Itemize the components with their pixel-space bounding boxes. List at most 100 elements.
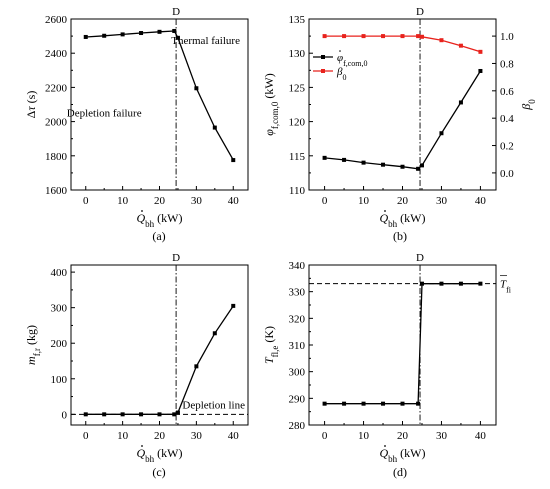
y-right-tick-label: 0.2 [500, 141, 514, 153]
x-tick-label: 40 [228, 430, 240, 442]
data-point [120, 412, 125, 417]
x-tick-label: 10 [117, 195, 129, 207]
y-tick-label: 0 [62, 409, 68, 421]
legend-phi-sub: f,com,0 [343, 59, 367, 68]
data-point [231, 158, 236, 163]
data-point [83, 34, 88, 39]
y-tick-label: 1800 [45, 151, 68, 163]
data-point [381, 34, 386, 39]
data-point [458, 43, 463, 48]
y-tick-label: 330 [289, 287, 306, 299]
y-tick-label: 100 [51, 374, 68, 386]
y-tick-label: 130 [289, 48, 306, 60]
y-right-tick-label: 0.0 [500, 168, 514, 180]
legend-marker [321, 55, 325, 59]
y-axis-label-text: φf,com,0 (kW) [262, 73, 280, 135]
y-tick-label: 200 [51, 338, 68, 350]
data-point [172, 28, 177, 33]
series-line-0 [85, 305, 234, 415]
data-point [322, 34, 327, 39]
x-tick-label: 0 [83, 430, 89, 442]
x-axis-label-sub: bh [388, 454, 398, 464]
x-axis-label-q: Q [137, 211, 146, 225]
chart-0: 0 10 20 30 40 1600 1800 2000 2200 2400 2600 D Therma… [24, 6, 249, 243]
x-tick-label: 0 [322, 195, 328, 207]
x-tick-label: 30 [436, 195, 448, 207]
x-tick-label: 10 [358, 430, 370, 442]
yl-part: f,r [32, 348, 42, 356]
x-tick-label: 40 [475, 430, 487, 442]
data-point [361, 160, 366, 165]
data-point [212, 331, 217, 336]
data-point [478, 68, 483, 73]
x-tick-label: 20 [397, 195, 409, 207]
y-tick-label: 300 [289, 367, 306, 379]
legend-marker [321, 69, 325, 73]
data-point [157, 412, 162, 417]
x-axis-label: Qbh (kW) [380, 211, 426, 229]
data-point [322, 155, 327, 160]
data-point [83, 412, 88, 417]
data-point [120, 32, 125, 37]
x-tick-label: 10 [358, 195, 370, 207]
y-axis-label-text: mf,r (kg) [24, 325, 42, 365]
x-axis-label: Qbh (kW) [137, 446, 183, 464]
y-tick-label: 2000 [45, 117, 68, 129]
y-tick-label: 125 [289, 82, 306, 94]
data-point [416, 401, 421, 406]
data-point [194, 364, 199, 369]
y-right-axis-label: β0 [519, 99, 537, 111]
tfi-T: T [500, 279, 507, 291]
y-tick-label: 135 [289, 14, 306, 26]
depletion-line-label: Depletion line [182, 399, 245, 411]
panel-caption: (b) [393, 229, 407, 243]
legend-beta-sub: 0 [342, 73, 346, 82]
x-axis-label-unit: (kW) [397, 211, 425, 225]
x-axis-label-sub: bh [145, 454, 155, 464]
d-label: D [172, 252, 180, 264]
data-point [416, 34, 421, 39]
panel-caption: (a) [152, 229, 165, 243]
tfi-sub: fi [506, 285, 512, 294]
y-tick-label: 340 [289, 260, 306, 272]
y-tick-label: 115 [289, 151, 306, 163]
data-point [439, 38, 444, 43]
x-axis-label-q: Q [380, 211, 389, 225]
data-point [361, 34, 366, 39]
x-axis-label-sub: bh [145, 219, 155, 229]
y-tick-label: 300 [51, 303, 68, 315]
yl-part: φ [262, 129, 276, 136]
x-tick-label: 30 [436, 430, 448, 442]
data-point [139, 412, 144, 417]
x-tick-label: 30 [191, 195, 203, 207]
y-axis-label-text: Δτ (s) [24, 91, 38, 119]
yl-part: fl,e [270, 346, 280, 358]
y-tick-label: 290 [289, 393, 306, 405]
data-point [175, 35, 180, 40]
yl-part: f,com,0 [270, 101, 280, 129]
x-axis-label-unit: (kW) [154, 446, 182, 460]
data-point [400, 164, 405, 169]
data-point [419, 163, 424, 168]
y-tick-label: 2600 [45, 14, 68, 26]
x-tick-label: 40 [228, 195, 240, 207]
y-tick-label: 2400 [45, 48, 68, 60]
chart-3: 0 10 20 30 40 280 290 300 310 320 330 340 D Tfi Qbh (k… [262, 252, 512, 479]
x-axis-label-q: Q [137, 446, 146, 460]
x-axis-label: Qbh (kW) [137, 211, 183, 229]
data-point [478, 49, 483, 54]
tfi-label: Tfi [500, 279, 512, 295]
yl-part: (kg) [24, 325, 38, 348]
data-point [194, 86, 199, 91]
data-point [102, 412, 107, 417]
data-point [478, 281, 483, 286]
y-axis-label: Tfl,e (K) [262, 326, 280, 364]
yr-part: β [519, 104, 533, 111]
yl-part: Δ [24, 110, 38, 118]
plot-frame [308, 264, 497, 426]
series-line-0 [324, 283, 481, 405]
data-point [458, 281, 463, 286]
d-label: D [416, 252, 424, 264]
x-tick-label: 0 [322, 430, 328, 442]
